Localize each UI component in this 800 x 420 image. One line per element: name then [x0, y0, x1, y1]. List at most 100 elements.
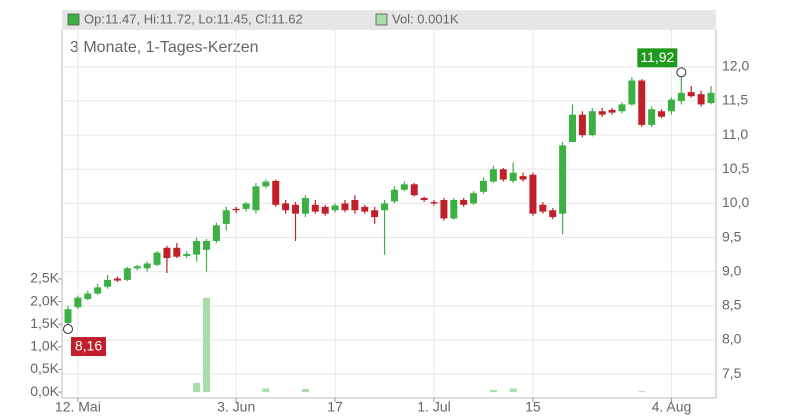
volume-bar — [262, 388, 270, 393]
max-marker — [676, 67, 687, 78]
max-label-box — [637, 48, 678, 68]
min-label: 8,16 — [75, 338, 102, 354]
min-marker — [63, 324, 73, 335]
y2-tick-label: 2,0K — [30, 292, 59, 308]
candle-body — [410, 184, 418, 196]
candle-body — [331, 205, 339, 211]
y-tick-label: 10,0 — [722, 194, 749, 210]
candle-body — [549, 210, 557, 218]
candle-body — [588, 111, 596, 136]
y-tick-label: 11,5 — [722, 92, 748, 108]
candle-body — [460, 200, 468, 205]
candle-body — [648, 109, 656, 125]
candle-body — [173, 247, 181, 257]
y2-tick-label: 1,0K — [30, 338, 59, 354]
candle-body — [74, 297, 82, 308]
header-band — [62, 10, 716, 30]
candle-body — [529, 174, 537, 214]
candle-body — [341, 203, 349, 211]
volume-bar — [638, 391, 646, 393]
candle-body — [430, 202, 438, 204]
y-tick-label: 12,0 — [722, 58, 749, 74]
candle-body — [509, 172, 517, 181]
candle-body — [94, 287, 102, 294]
x-tick-label: 15 — [525, 399, 541, 415]
x-tick-label: 4. Aug — [652, 399, 692, 415]
candle-body — [638, 80, 646, 125]
candle-body — [400, 184, 408, 190]
candle-body — [64, 309, 72, 323]
candle-body — [311, 204, 319, 212]
candle-body — [232, 208, 240, 211]
candle-body — [658, 111, 666, 117]
candle-body — [470, 193, 478, 204]
subtitle: 3 Monate, 1-Tages-Kerzen — [70, 39, 259, 56]
y2-tick-label: 0,0K — [30, 383, 59, 399]
candle-body — [104, 279, 112, 287]
candle-body — [252, 186, 260, 211]
x-tick-label: 12. Mai — [55, 399, 101, 415]
candle-body — [667, 99, 675, 112]
x-tick-label: 17 — [327, 399, 343, 415]
candle-body — [282, 203, 290, 211]
candle-body — [420, 197, 428, 201]
candle-body — [292, 204, 300, 214]
volume-bar — [193, 383, 201, 393]
min-label-box — [71, 337, 106, 357]
candle-body — [153, 252, 161, 265]
ohlc-text: Op:11.47, Hi:11.72, Lo:11.45, Cl:11.62 — [84, 11, 303, 26]
candle-body — [222, 210, 230, 224]
candle-body — [183, 253, 191, 256]
candle-body — [351, 200, 359, 211]
candle-body — [84, 293, 92, 300]
volume-bar — [489, 389, 497, 393]
candle-body — [321, 206, 329, 214]
candle-body — [697, 94, 705, 105]
candle-body — [489, 169, 497, 182]
volume-bar — [509, 388, 517, 393]
candle-body — [390, 189, 398, 202]
candle-body — [539, 204, 547, 212]
y-tick-label: 7,5 — [722, 365, 742, 381]
candle-body — [361, 206, 369, 212]
candle-body — [628, 80, 636, 105]
candle-body — [618, 104, 626, 112]
x-tick-label: 3. Jun — [217, 399, 255, 415]
volume-text: Vol: 0.001K — [392, 11, 459, 26]
y2-tick-label: 1,5K — [30, 315, 59, 331]
candle-body — [381, 203, 389, 211]
candle-body — [569, 114, 577, 142]
candle-body — [608, 109, 616, 113]
candle-body — [499, 169, 507, 180]
candle-body — [598, 111, 606, 115]
y-tick-label: 9,0 — [722, 262, 742, 278]
candle-body — [440, 200, 448, 219]
candle-body — [242, 203, 250, 209]
candle-body — [272, 180, 280, 205]
ohlc-icon — [67, 13, 80, 26]
candle-body — [371, 210, 379, 218]
candle-body — [687, 92, 695, 97]
candle-body — [212, 225, 220, 241]
candle-body — [113, 278, 121, 281]
volume-icon — [375, 13, 388, 26]
y-tick-label: 8,0 — [722, 331, 742, 347]
y-tick-label: 8,5 — [722, 297, 742, 313]
candle-body — [479, 180, 487, 192]
y2-tick-label: 0,5K — [30, 360, 59, 376]
candle-body — [123, 268, 131, 280]
candle-body — [163, 247, 171, 259]
y-tick-label: 9,5 — [722, 228, 742, 244]
candle-body — [707, 92, 715, 104]
candle-body — [202, 240, 210, 250]
candle-body — [262, 181, 270, 187]
x-tick-label: 1. Jul — [417, 399, 450, 415]
candle-body — [519, 176, 527, 180]
candle-body — [133, 266, 141, 269]
volume-bar — [202, 297, 210, 393]
candle-body — [301, 197, 309, 214]
candle-body — [559, 145, 567, 214]
candle-body — [143, 263, 151, 269]
y-tick-label: 11,0 — [722, 126, 748, 142]
